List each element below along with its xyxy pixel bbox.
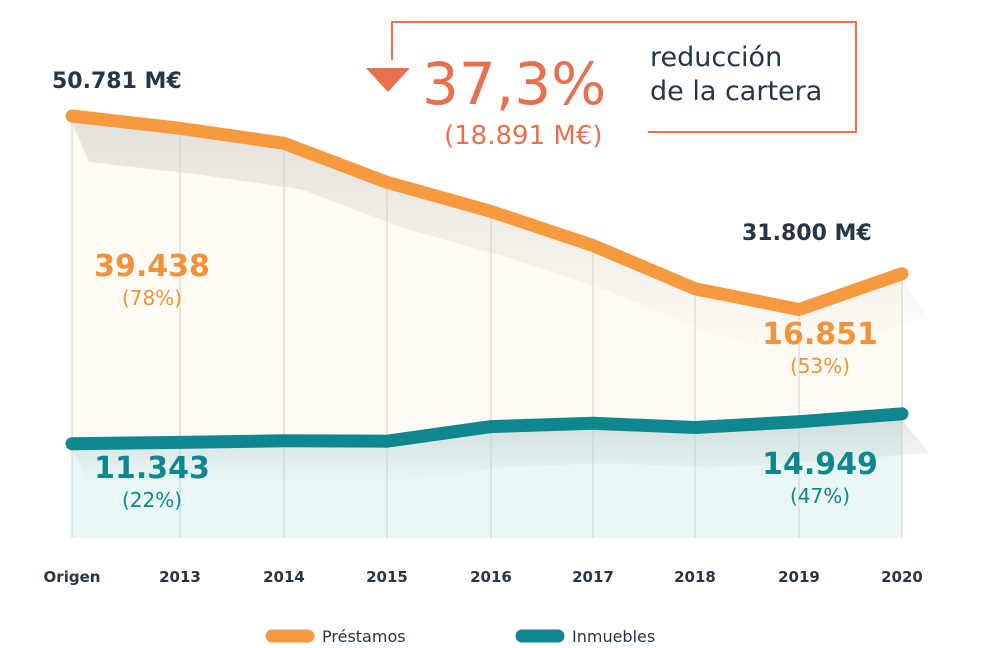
x-tick-origen: Origen	[44, 568, 101, 586]
prestamos-line-shadow	[72, 122, 930, 356]
callout-big-value: 37,3%	[422, 50, 606, 118]
callout-sub-value: (18.891 M€)	[444, 121, 603, 151]
x-tick-2020: 2020	[881, 568, 923, 586]
callout-frame	[391, 21, 857, 133]
total-start-label: 50.781 M€	[52, 69, 182, 94]
x-tick-2017: 2017	[572, 568, 614, 586]
x-tick-2019: 2019	[778, 568, 820, 586]
x-tick-2014: 2014	[263, 568, 305, 586]
callout-text-line1: reducción	[650, 42, 782, 73]
prestamos-end-pct: (53%)	[790, 354, 850, 378]
inmuebles-end-value: 14.949	[762, 447, 878, 482]
down-arrow-icon	[366, 68, 410, 92]
legend-inmuebles-label: Inmuebles	[572, 627, 655, 646]
total-end-label: 31.800 M€	[742, 221, 872, 246]
inmuebles-end-pct: (47%)	[790, 484, 850, 508]
inmuebles-line	[65, 407, 909, 451]
prestamos-start-pct: (78%)	[122, 286, 182, 310]
inmuebles-start-pct: (22%)	[122, 488, 182, 512]
inmuebles-line-shadow	[72, 419, 930, 484]
prestamos-end-value: 16.851	[762, 317, 878, 352]
x-tick-2016: 2016	[470, 568, 512, 586]
inmuebles-start-value: 11.343	[94, 451, 210, 486]
x-tick-2015: 2015	[366, 568, 408, 586]
prestamos-line	[65, 109, 909, 316]
reduction-callout: 37,3% reducción de la cartera (18.891 M€…	[366, 21, 857, 151]
prestamos-start-value: 39.438	[94, 249, 210, 284]
x-axis-tick-labels: Origen 2013 2014 2015 2016 2017 2018 2019 2020	[44, 568, 923, 586]
legend: Préstamos Inmuebles	[265, 627, 655, 646]
x-tick-2013: 2013	[159, 568, 201, 586]
x-tick-2018: 2018	[674, 568, 716, 586]
vertical-gridlines	[71, 122, 903, 538]
callout-text-line2: de la cartera	[650, 76, 822, 107]
legend-prestamos-label: Préstamos	[322, 627, 406, 646]
